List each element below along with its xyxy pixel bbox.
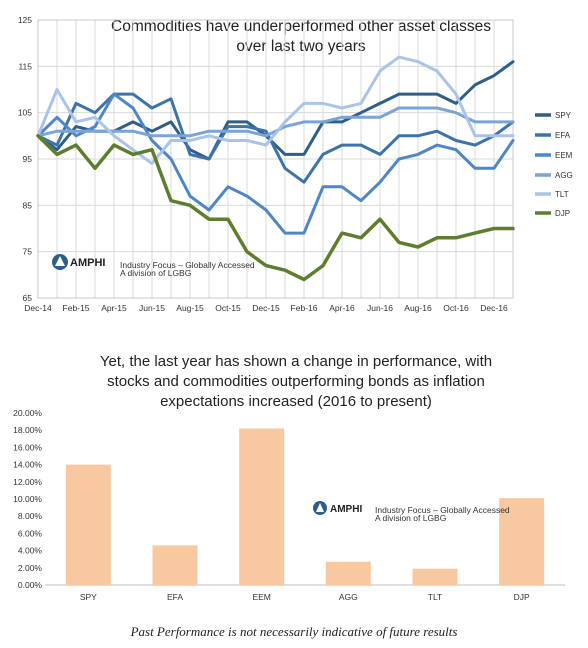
bar-chart-title-line1: Yet, the last year has shown a change in… [100, 353, 492, 370]
line-x-tick-label: Jun-16 [367, 303, 393, 313]
line-y-tick-label: 65 [23, 293, 33, 303]
amphi-logo-text-bar: AMPHI [330, 504, 362, 515]
line-y-tick-label: 115 [18, 61, 32, 71]
legend-label-djp: DJP [555, 209, 570, 218]
amphi-division-bar: A division of LGBG [375, 513, 446, 523]
amphi-logo-text: AMPHI [70, 257, 105, 269]
bar-efa [152, 545, 198, 585]
bar-category-label: TLT [428, 592, 442, 602]
bar-y-tick-label: 14.00% [13, 460, 42, 470]
line-x-tick-label: Apr-16 [329, 303, 355, 313]
amphi-tagline: Industry Focus – Globally Accessed [120, 260, 255, 270]
bar-djp [499, 498, 545, 585]
bar-category-label: AGG [339, 592, 358, 602]
series-line-eem [36, 92, 515, 235]
series-line-spy [36, 60, 515, 161]
line-x-tick-label: Dec-16 [480, 303, 508, 313]
line-y-tick-label: 95 [23, 154, 33, 164]
series-line-djp [36, 134, 515, 282]
bar-tlt [412, 568, 458, 585]
line-y-tick-label: 125 [18, 15, 32, 25]
bar-y-tick-label: 2.00% [18, 563, 43, 573]
line-x-tick-label: Dec-14 [24, 303, 52, 313]
line-y-tick-label: 105 [18, 108, 32, 118]
line-x-tick-label: Feb-15 [63, 303, 90, 313]
line-chart: Commodities have underperformed other as… [18, 15, 573, 313]
line-x-tick-label: Aug-16 [404, 303, 432, 313]
legend-label-efa: EFA [555, 131, 571, 140]
bar-y-tick-label: 0.00% [18, 580, 43, 590]
line-plot-frame [37, 19, 514, 299]
bar-agg [325, 561, 371, 585]
line-y-tick-label: 85 [23, 200, 33, 210]
bar-spy [65, 464, 111, 585]
legend-label-spy: SPY [555, 111, 572, 120]
series-line-tlt [36, 55, 515, 166]
amphi-logo-bar: AMPHI Industry Focus – Globally Accessed… [313, 501, 510, 523]
bar-y-tick-label: 16.00% [13, 442, 42, 452]
line-x-tick-label: Apr-15 [101, 303, 127, 313]
series-line-efa [36, 92, 515, 184]
bar-y-tick-label: 6.00% [18, 528, 43, 538]
bar-chart-title-line3: expectations increased (2016 to present) [160, 393, 432, 410]
line-y-tick-label: 75 [23, 247, 33, 257]
bar-y-tick-label: 20.00% [13, 408, 42, 418]
bar-y-tick-label: 8.00% [18, 511, 43, 521]
bar-y-tick-label: 18.00% [13, 425, 42, 435]
line-x-tick-label: Oct-15 [215, 303, 241, 313]
amphi-tagline-bar: Industry Focus – Globally Accessed [375, 505, 510, 515]
bar-category-label: DJP [514, 592, 530, 602]
legend-label-agg: AGG [555, 171, 573, 180]
amphi-logo: AMPHI Industry Focus – Globally Accessed… [52, 254, 255, 278]
bar-category-label: SPY [80, 592, 97, 602]
line-x-tick-label: Aug-15 [176, 303, 204, 313]
line-x-tick-label: Oct-16 [443, 303, 469, 313]
bar-category-label: EFA [167, 592, 183, 602]
disclaimer-text: Past Performance is not necessarily indi… [130, 624, 458, 639]
bar-category-label: EEM [252, 592, 270, 602]
legend-label-eem: EEM [555, 151, 573, 160]
line-chart-title-line2: over last two years [236, 38, 365, 55]
legend-label-tlt: TLT [555, 190, 569, 199]
line-chart-title-line1: Commodities have underperformed other as… [111, 18, 491, 35]
bar-eem [239, 428, 285, 585]
amphi-division: A division of LGBG [120, 268, 191, 278]
line-x-tick-label: Jun-15 [139, 303, 165, 313]
bar-y-tick-label: 12.00% [13, 477, 42, 487]
line-x-tick-label: Feb-16 [291, 303, 318, 313]
line-x-tick-label: Dec-15 [252, 303, 280, 313]
bar-chart-title-line2: stocks and commodities outperforming bon… [107, 373, 485, 390]
bar-y-tick-label: 10.00% [13, 494, 42, 504]
bar-chart: Yet, the last year has shown a change in… [13, 353, 565, 602]
bar-y-tick-label: 4.00% [18, 546, 43, 556]
